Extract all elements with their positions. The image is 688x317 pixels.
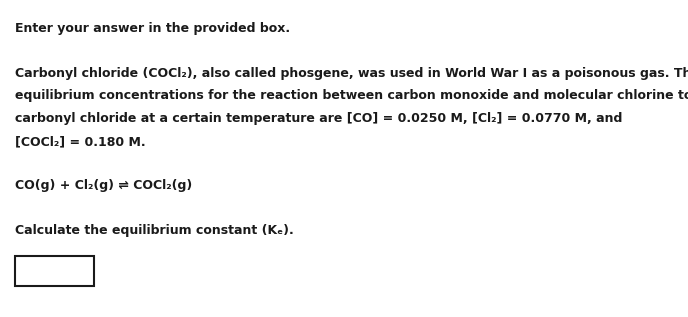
Text: Carbonyl chloride (COCl₂), also called phosgene, was used in World War I as a po: Carbonyl chloride (COCl₂), also called p… (15, 67, 688, 80)
Text: Enter your answer in the provided box.: Enter your answer in the provided box. (15, 22, 290, 35)
Text: equilibrium concentrations for the reaction between carbon monoxide and molecula: equilibrium concentrations for the react… (15, 89, 688, 102)
FancyBboxPatch shape (15, 256, 94, 286)
Text: Calculate the equilibrium constant (Kₑ).: Calculate the equilibrium constant (Kₑ). (15, 224, 294, 237)
Text: CO(g) + Cl₂(g) ⇌ COCl₂(g): CO(g) + Cl₂(g) ⇌ COCl₂(g) (15, 179, 193, 192)
Text: [COCl₂] = 0.180 M.: [COCl₂] = 0.180 M. (15, 135, 146, 148)
Text: carbonyl chloride at a certain temperature are [CO] = 0.0250 M, [Cl₂] = 0.0770 M: carbonyl chloride at a certain temperatu… (15, 112, 623, 125)
